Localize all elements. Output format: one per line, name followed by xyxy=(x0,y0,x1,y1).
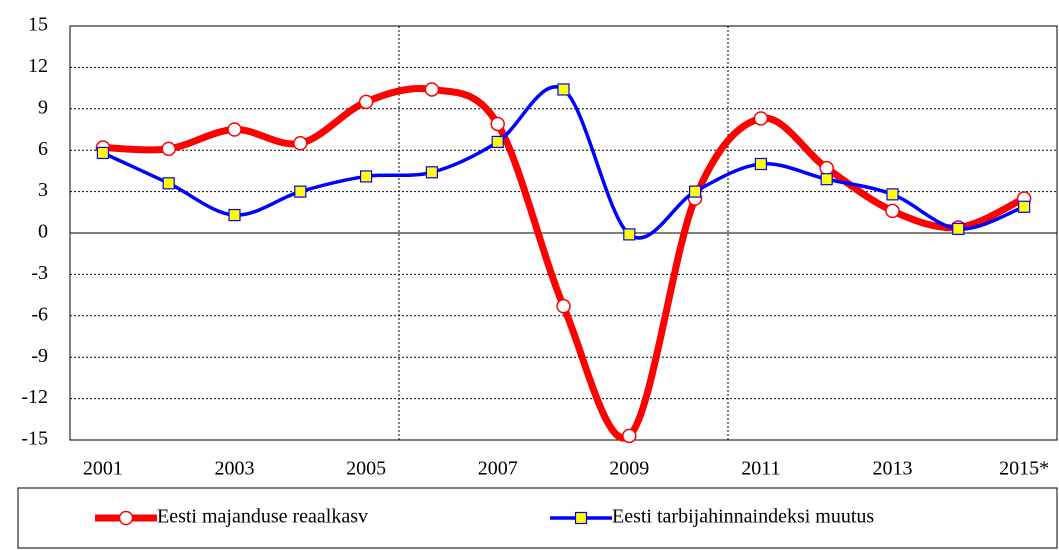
point xyxy=(819,160,834,176)
point xyxy=(162,177,175,190)
point xyxy=(820,173,833,186)
x-tick-label: 2013 xyxy=(873,458,913,480)
point xyxy=(293,136,308,151)
point xyxy=(556,298,571,314)
x-tick-label: 2005 xyxy=(346,458,386,480)
x-tick-label: 2007 xyxy=(478,458,518,480)
legend-marker xyxy=(118,510,134,526)
x-tick-label: 2003 xyxy=(215,458,255,480)
legend-box xyxy=(17,487,1058,549)
point xyxy=(161,141,176,157)
series-line xyxy=(102,85,1026,442)
y-tick-label: -15 xyxy=(21,428,48,450)
point xyxy=(1017,200,1031,213)
y-tick-label: -9 xyxy=(31,345,48,367)
point xyxy=(424,82,440,97)
y-tick-label: -12 xyxy=(21,386,48,408)
y-tick-label: 15 xyxy=(28,14,48,36)
point xyxy=(754,157,768,171)
y-tick-label: 6 xyxy=(38,138,48,160)
point xyxy=(228,208,241,222)
point xyxy=(623,228,636,241)
y-tick-label: -3 xyxy=(31,262,48,284)
point xyxy=(491,135,504,149)
point xyxy=(885,203,900,219)
y-tick-label: 12 xyxy=(28,55,48,77)
point xyxy=(227,122,242,137)
point xyxy=(358,94,374,110)
x-tick-label: 2015* xyxy=(999,458,1049,480)
series-line xyxy=(102,85,1025,240)
x-tick-label: 2001 xyxy=(83,458,123,480)
point xyxy=(688,185,702,198)
point xyxy=(360,170,373,183)
point xyxy=(490,116,505,132)
x-tick-label: 2011 xyxy=(741,458,780,480)
y-tick-label: 3 xyxy=(38,179,48,201)
y-tick-label: -6 xyxy=(31,303,48,325)
point xyxy=(294,185,307,198)
point xyxy=(96,146,110,160)
point xyxy=(557,83,570,96)
plot-border xyxy=(69,25,1058,441)
legend-marker xyxy=(574,511,588,525)
legend-label: Eesti tarbijahinnaindeksi muutus xyxy=(612,506,874,528)
point xyxy=(622,428,637,444)
point xyxy=(425,166,438,179)
y-tick-label: 0 xyxy=(38,221,48,243)
point xyxy=(886,188,899,201)
point xyxy=(952,222,965,235)
legend-label: Eesti majanduse reaalkasv xyxy=(157,506,368,528)
y-tick-label: 9 xyxy=(38,96,48,118)
point xyxy=(753,111,769,126)
x-tick-label: 2009 xyxy=(609,458,649,480)
